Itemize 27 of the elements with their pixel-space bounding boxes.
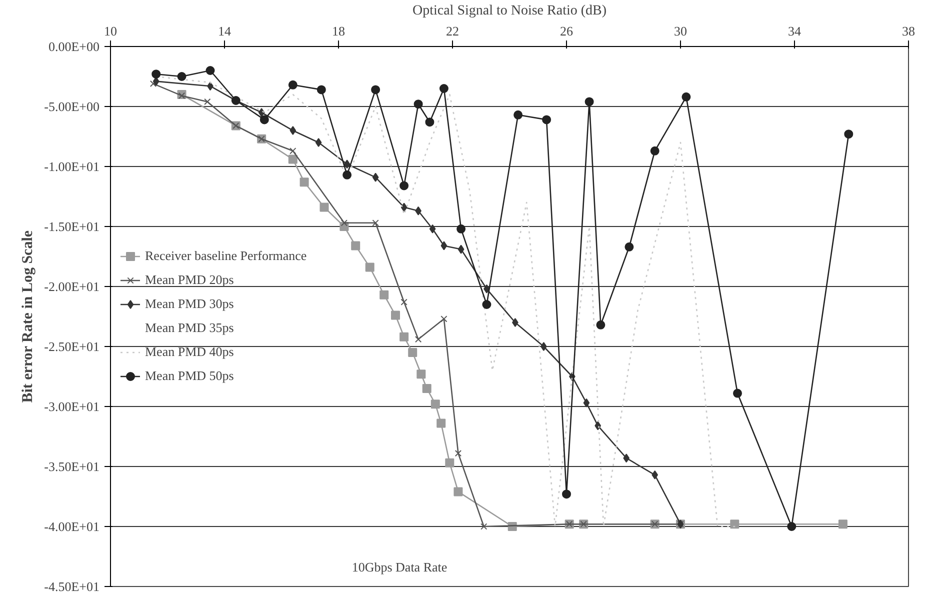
y-tick-label: -2.00E+01 (44, 279, 100, 294)
y-axis-title: Bit error Rate in Log Scale (20, 230, 36, 403)
text: Mean PMD 35ps (145, 320, 234, 336)
y-tick-label: -4.00E+01 (44, 519, 100, 534)
legend-label: Mean PMD 20ps (145, 272, 234, 288)
x-tick-label: 26 (560, 24, 574, 38)
legend-label: Receiver baseline Performance (145, 248, 307, 264)
legend-label: Mean PMD 30ps (145, 296, 234, 312)
annotation: 10Gbps Data Rate (352, 560, 448, 574)
x-tick-label: 22 (446, 24, 459, 38)
legend-label: Mean PMD 40ps (145, 344, 234, 360)
y-tick-label: -1.00E+01 (44, 159, 100, 174)
y-tick-label: 0.00E+00 (48, 39, 100, 54)
y-tick-label: -3.00E+01 (44, 399, 100, 414)
x-tick-label: 10 (104, 24, 117, 38)
x-tick-label: 14 (218, 24, 232, 38)
x-axis-title: Optical Signal to Noise Ratio (dB) (412, 4, 607, 18)
y-tick-label: -4.50E+01 (44, 579, 100, 594)
y-tick-label: -1.50E+01 (44, 219, 100, 234)
x-tick-label: 38 (902, 24, 915, 38)
y-tick-label: -2.50E+01 (44, 339, 100, 354)
y-tick-label: -5.00E+00 (44, 99, 100, 114)
legend-label: Mean PMD 50ps (145, 368, 234, 384)
y-tick-label: -3.50E+01 (44, 459, 100, 474)
x-tick-label: 34 (788, 24, 802, 38)
x-tick-label: 18 (332, 24, 345, 38)
x-tick-label: 30 (674, 24, 687, 38)
